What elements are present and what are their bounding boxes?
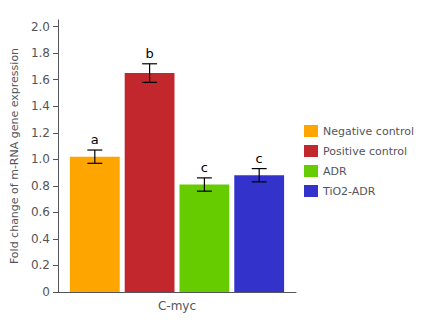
svg-text:1.2: 1.2 [31, 126, 50, 140]
svg-text:a: a [91, 132, 99, 147]
svg-text:1.4: 1.4 [31, 99, 50, 113]
svg-text:0.8: 0.8 [31, 179, 50, 193]
svg-text:ADR: ADR [323, 165, 347, 178]
svg-text:2.0: 2.0 [31, 20, 50, 34]
svg-text:Positive control: Positive control [323, 145, 407, 158]
svg-text:b: b [145, 46, 153, 61]
svg-text:1.8: 1.8 [31, 46, 50, 60]
svg-text:0: 0 [42, 285, 50, 299]
svg-text:TiO2-ADR: TiO2-ADR [322, 185, 376, 198]
svg-text:1.6: 1.6 [31, 73, 50, 87]
svg-text:1.0: 1.0 [31, 152, 50, 166]
svg-text:0.6: 0.6 [31, 205, 50, 219]
svg-text:c: c [256, 151, 263, 166]
svg-text:c: c [201, 160, 208, 175]
svg-text:Negative control: Negative control [323, 125, 414, 138]
svg-text:0.4: 0.4 [31, 232, 50, 246]
svg-text:0.2: 0.2 [31, 258, 50, 272]
svg-text:C-myc: C-myc [158, 299, 196, 313]
svg-text:Fold change of m-RNA gene expr: Fold change of m-RNA gene expression [8, 48, 21, 264]
